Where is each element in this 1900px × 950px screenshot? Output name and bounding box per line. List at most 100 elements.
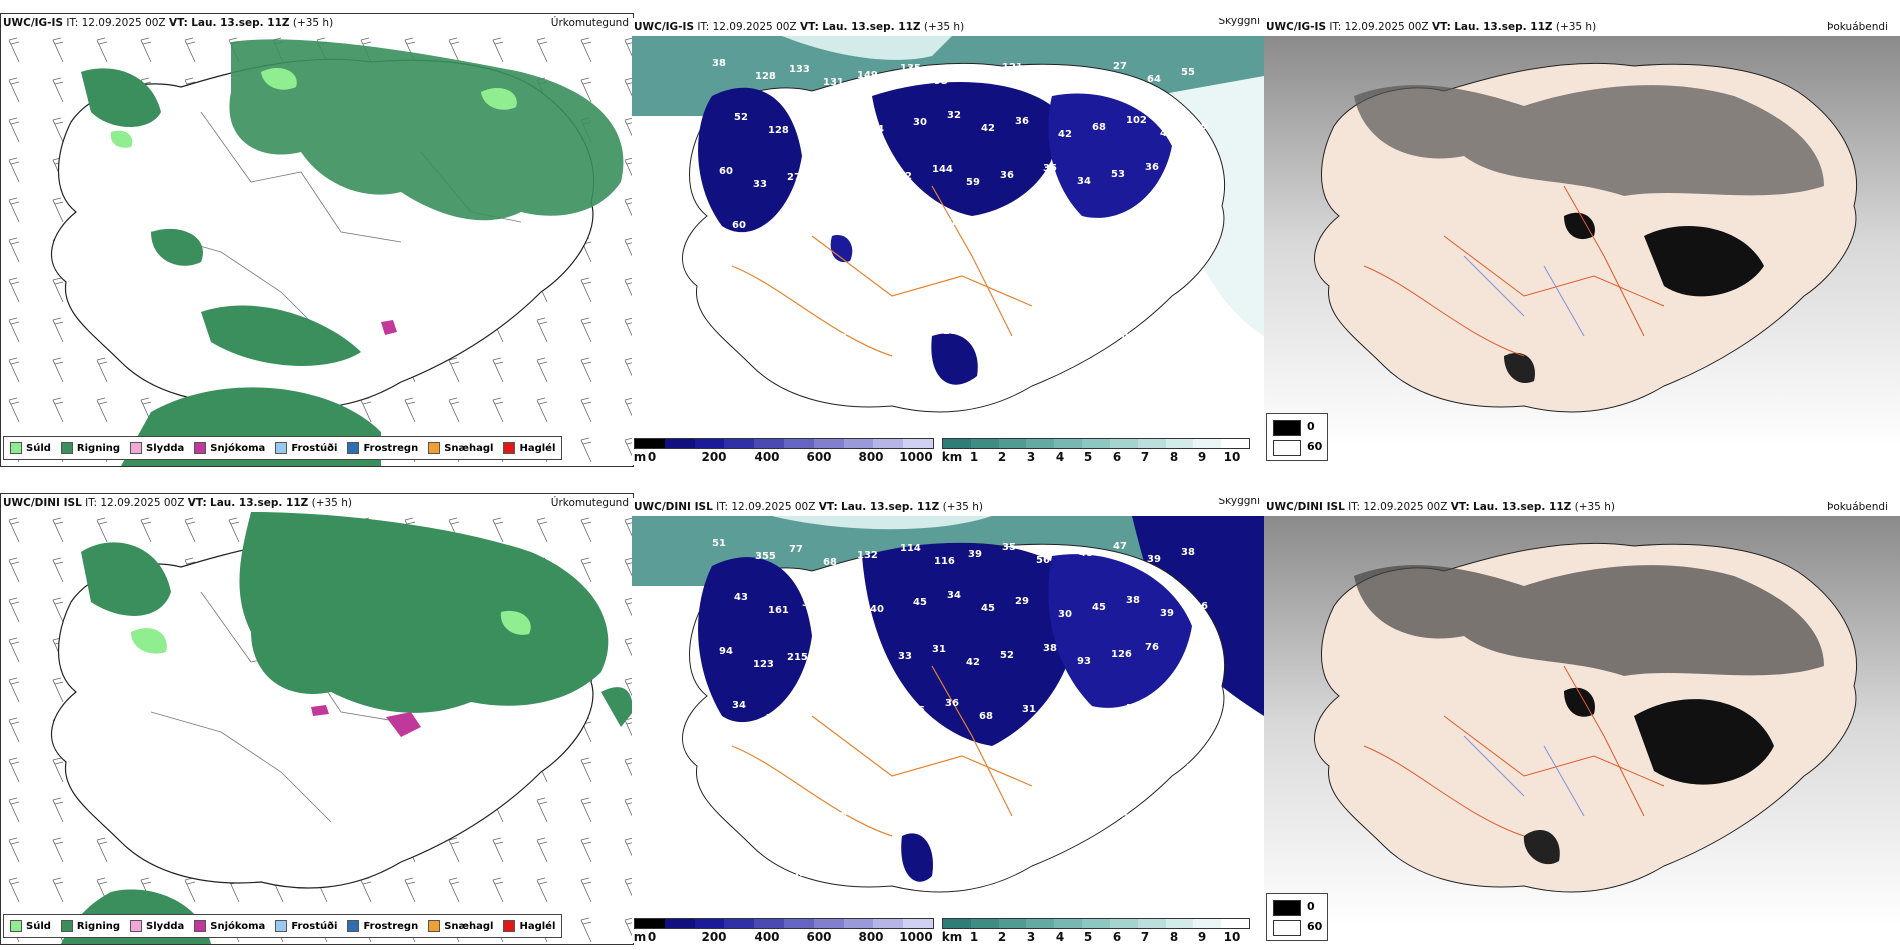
cloud-base-label: 55 <box>943 806 957 817</box>
cloud-map[interactable]: 38 128 133 131 149 135 93 98 121 34 33 27 64 55 52 128 1… <box>632 36 1264 465</box>
cloud-base-label: 135 <box>1090 710 1111 721</box>
valid-time: Lau. 13.sep. 11Z <box>1473 501 1572 513</box>
legend-swatch <box>60 442 73 454</box>
cloud-base-label: 45 <box>913 597 927 608</box>
cloud-base-label: 33 <box>834 699 848 710</box>
cloud-base-label: 154 <box>1109 757 1130 768</box>
colorbar-segment <box>873 439 904 448</box>
cloud-base-label: 38 <box>766 233 780 244</box>
cloud-base-label: 45 <box>1020 812 1034 823</box>
cloud-base-label: 40 <box>1165 324 1179 335</box>
colorbar-km-bar <box>942 918 1250 929</box>
cloud-base-label: 47 <box>1090 230 1104 241</box>
cloud-base-label: 35 <box>1002 542 1016 553</box>
colorbar-segment <box>1026 439 1055 448</box>
colorbar-segment <box>664 439 695 448</box>
cloud-base-label: 70 <box>911 225 925 236</box>
init-time: 12.09.2025 00Z <box>1363 501 1448 513</box>
cloud-base-label: 41 <box>862 746 876 757</box>
valid-time: Lau. 13.sep. 11Z <box>1454 21 1553 33</box>
cloud-base-label: 44 <box>751 747 765 758</box>
colorbar-segment <box>1221 439 1249 448</box>
cloud-base-label: 119 <box>802 118 823 129</box>
model-name: UWC/IG-IS <box>1266 21 1327 33</box>
cloud-base-label: 48 <box>1079 548 1093 559</box>
cloud-base-label: 40 <box>930 272 944 283</box>
cloud-base-label: 56 <box>1122 811 1136 822</box>
colorbar-segment <box>1193 919 1222 928</box>
cloud-base-label: 44 <box>836 111 850 122</box>
legend-item: Rigning <box>60 920 120 932</box>
legend-swatch <box>428 920 441 932</box>
cloud-base-label: 47 <box>841 807 855 818</box>
cloud-base-label: 133 <box>789 64 810 75</box>
cloud-base-label: 36 <box>1201 229 1215 240</box>
fog-map[interactable] <box>1264 36 1900 465</box>
lead-time: (+35 h) <box>923 21 965 33</box>
cloud-base-label: 38 <box>828 753 842 764</box>
colorbar-segment <box>754 919 784 928</box>
cloud-map[interactable]: 51 355 77 68 132 114 116 39 35 56 48 47 39 38 43 161 33 4… <box>632 516 1264 943</box>
valid-time: Lau. 13.sep. 11Z <box>191 17 290 29</box>
cloud-base-label: 126 <box>1111 649 1132 660</box>
colorbar-segment <box>813 439 844 448</box>
cloud-base-label: 47 <box>896 279 910 290</box>
colorbar-segment <box>873 919 904 928</box>
cloud-base-label: 50 <box>749 855 763 866</box>
cloud-base-label: 45 <box>864 658 878 669</box>
colorbar-segment <box>1054 439 1083 448</box>
cloud-base-label: 46 <box>1188 655 1202 666</box>
cloud-base-label: 52 <box>734 112 748 123</box>
cloud-base-label: 40 <box>836 591 850 602</box>
legend-swatch <box>275 920 288 932</box>
cloud-base-label: 47 <box>1113 541 1127 552</box>
cloud-base-label: 94 <box>1056 697 1070 708</box>
legend-swatch <box>503 442 516 454</box>
cloud-base-label: 49 <box>717 274 731 285</box>
cloud-base-label: 161 <box>768 605 789 616</box>
cloud-base-label: 74 <box>945 218 959 229</box>
legend-item: Súld <box>10 442 51 454</box>
cloud-base-label: 46 <box>1194 601 1208 612</box>
cloud-base-label: 59 <box>966 177 980 188</box>
precip-map[interactable] <box>1 512 633 944</box>
fog-legend: 0 60 <box>1266 893 1328 941</box>
cloud-base-label: 52 <box>798 814 812 825</box>
legend-swatch <box>194 442 207 454</box>
init-time: 12.09.2025 00Z <box>100 497 185 509</box>
cloud-base-label: 34 <box>1036 75 1050 86</box>
cloud-base-label: 35 <box>834 219 848 230</box>
cloud-base-label: 36 <box>945 698 959 709</box>
cloud-base-label: 98 <box>968 69 982 80</box>
cloud-base-label: 34 <box>1077 176 1091 187</box>
cloud-base-label: 40 <box>986 799 1000 810</box>
legend-item: Snæhagl <box>428 920 493 932</box>
lead-time: (+35 h) <box>942 501 983 513</box>
cloud-base-label: 35 <box>800 226 814 237</box>
cloud-base-label: 40 <box>870 604 884 615</box>
colorbar-m-ticks: m 0 200 400 600 800 1000 <box>633 930 933 943</box>
colorbar-segment <box>1082 919 1110 928</box>
colorbar-segment <box>694 439 725 448</box>
variable-name: Úrkomutegund <box>550 17 629 29</box>
cloud-base-label: 48 <box>1160 128 1174 139</box>
cloud-base-label: 54 <box>1109 277 1123 288</box>
colorbar-visibility: km 1 2 3 4 5 6 7 8 9 10 <box>942 918 1250 943</box>
cloud-base-label: 121 <box>1002 62 1023 73</box>
cloud-base-label: 45 <box>785 280 799 291</box>
cloud-base-label: 93 <box>1077 656 1091 667</box>
cloud-base-label: 29 <box>1015 596 1029 607</box>
cloud-base-label: 39 <box>1160 608 1174 619</box>
cloud-base-label: 71 <box>986 319 1000 330</box>
colorbar-height: m 0 200 400 600 800 1000 <box>634 438 934 464</box>
colorbar-segment <box>1054 919 1083 928</box>
fog-map[interactable] <box>1264 516 1900 943</box>
precip-map[interactable] <box>1 32 633 466</box>
cloud-base-label: 132 <box>857 550 878 561</box>
legend-swatch <box>10 442 22 454</box>
cloud-base-label: 38 <box>1126 595 1140 606</box>
valid-time: Lau. 13.sep. 11Z <box>841 501 940 513</box>
cloud-panel-top: UWC/IG-IS IT: 12.09.2025 00Z VT: Lau. 13… <box>632 18 1264 465</box>
variable-name: Þokuábendi <box>1827 21 1888 33</box>
cloud-base-label: 46 <box>1022 224 1036 235</box>
